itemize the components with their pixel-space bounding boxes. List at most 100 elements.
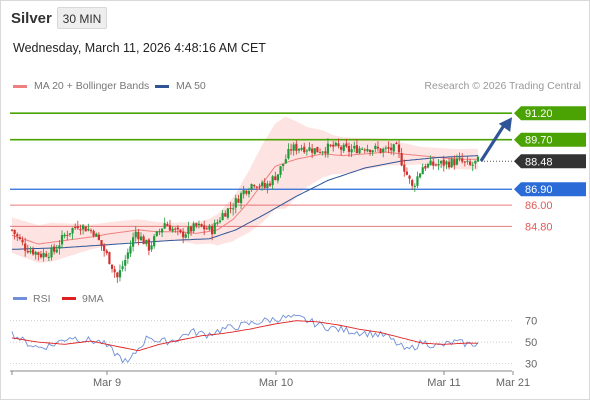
legend-item-ma50: MA 50	[155, 80, 206, 92]
candle-body	[121, 266, 124, 269]
candle-body	[289, 149, 293, 151]
candle-body	[189, 226, 193, 232]
candle-body	[45, 253, 48, 257]
candle-body	[24, 243, 27, 251]
candle-body	[145, 239, 148, 245]
candle-body	[442, 159, 445, 166]
candle-body	[224, 213, 227, 217]
candle-body	[434, 164, 437, 166]
candle-body	[103, 245, 106, 251]
candle-body	[124, 259, 127, 266]
candle-body	[239, 193, 243, 204]
candle-body	[153, 236, 156, 247]
candle-body	[474, 160, 477, 164]
instrument-name: Silver	[11, 10, 52, 27]
candle-body	[321, 151, 324, 153]
candle-body	[37, 252, 40, 255]
candle-body	[137, 231, 140, 240]
candle-body	[253, 185, 256, 187]
candle-body	[60, 235, 64, 245]
candle-body	[205, 228, 208, 230]
candle-body	[245, 190, 248, 194]
candle-body	[329, 144, 332, 146]
candle-body	[158, 231, 161, 233]
candle-body	[53, 246, 56, 252]
candle-body	[200, 224, 203, 227]
candle-body	[429, 160, 432, 166]
candle-body	[81, 225, 85, 230]
candle-body	[155, 231, 158, 236]
time-axis-label-mar-21: Mar 21	[496, 377, 530, 389]
candle-body	[66, 234, 69, 236]
candle-body	[10, 229, 14, 231]
chart-timestamp: Wednesday, March 11, 2026 4:48:16 AM CET	[13, 41, 266, 55]
candle-body	[258, 186, 261, 188]
candle-body	[382, 148, 385, 153]
candle-body	[461, 158, 464, 162]
candle-body	[295, 143, 298, 151]
candle-body	[455, 158, 459, 165]
candle-body	[311, 148, 314, 153]
level-tag-89-70	[514, 132, 586, 147]
candle-body	[418, 173, 422, 178]
candle-body	[95, 233, 98, 237]
candle-body	[363, 149, 366, 151]
candle-body	[110, 264, 114, 269]
candle-body	[308, 147, 311, 151]
price-levels: 91.20 89.70 88.48 86.90 86.00 84.80	[10, 106, 586, 233]
candle-body	[303, 146, 306, 153]
candle-body	[334, 142, 337, 146]
candle-body	[287, 148, 290, 159]
candle-body	[421, 167, 424, 175]
candle-body	[184, 234, 187, 238]
time-axis: Mar 9 Mar 10 Mar 11 Mar 21	[10, 370, 530, 389]
candle-body	[374, 145, 377, 150]
candle-body	[118, 270, 122, 278]
candle-body	[347, 146, 351, 152]
candle-body	[316, 146, 319, 153]
candle-body	[326, 143, 330, 154]
candle-body	[18, 237, 21, 239]
candle-body	[71, 227, 74, 234]
candle-body	[440, 160, 443, 164]
candle-body	[29, 250, 32, 253]
candle-body	[342, 144, 345, 151]
candle-body	[408, 175, 411, 179]
candle-body	[266, 183, 269, 188]
candle-body	[268, 183, 272, 186]
time-axis-label-mar-11: Mar 11	[427, 377, 460, 389]
candle-body	[355, 145, 358, 154]
candle-body	[34, 251, 37, 255]
candle-body	[63, 234, 66, 237]
candle-body	[255, 186, 258, 188]
candle-body	[282, 163, 285, 167]
candle-body	[89, 230, 93, 232]
candle-body	[129, 246, 132, 254]
candle-body	[353, 145, 356, 149]
rsi-ma-legend-label: 9MA	[82, 293, 104, 305]
candle-body	[195, 223, 198, 226]
candle-body	[179, 229, 182, 233]
candle-body	[424, 166, 427, 169]
candle-body	[47, 256, 50, 258]
candle-body	[166, 223, 169, 226]
interval-selector[interactable]: 30 MIN	[57, 7, 107, 29]
rsi-ticks: 70 50 30	[10, 316, 537, 371]
candle-body	[218, 220, 222, 223]
candle-body	[450, 158, 453, 168]
candle-body	[58, 245, 61, 249]
candle-body	[466, 160, 469, 162]
rsi-legend-label: RSI	[33, 293, 51, 305]
projection-arrow-shaft	[479, 121, 508, 162]
candle-body	[384, 147, 387, 149]
candle-body	[13, 229, 16, 234]
candle-body	[147, 239, 151, 251]
candle-body	[168, 225, 172, 231]
candle-body	[387, 147, 390, 149]
candle-body	[300, 147, 303, 150]
candle-body	[469, 161, 472, 166]
candle-body	[447, 161, 451, 168]
candle-body	[297, 148, 301, 151]
candle-body	[87, 228, 90, 231]
